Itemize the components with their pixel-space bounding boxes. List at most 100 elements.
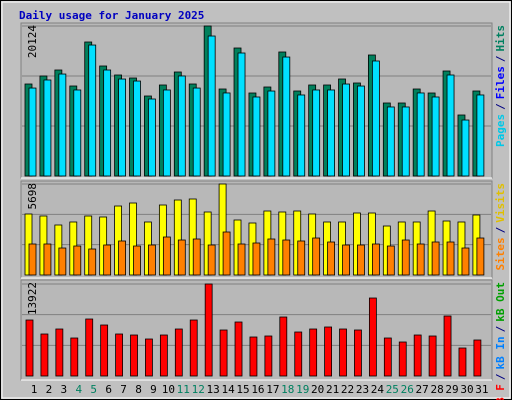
bar (446, 74, 455, 177)
bar (431, 96, 440, 177)
legend-entry: Sites (494, 237, 507, 270)
bar (88, 248, 97, 276)
bar (130, 334, 138, 377)
legend-entry: kB Out (494, 282, 507, 322)
bar (148, 98, 156, 177)
x-tick-label: 11 (177, 383, 190, 396)
legend-entry: Files (494, 66, 507, 99)
x-tick-label: 27 (416, 383, 429, 396)
x-tick-label: 10 (162, 383, 175, 396)
bar (133, 245, 141, 276)
bar (237, 243, 246, 276)
bar (129, 202, 137, 276)
bar (342, 244, 350, 276)
bar (252, 96, 261, 177)
bar (413, 334, 422, 377)
x-tick-label: 20 (311, 383, 324, 396)
bar (159, 334, 168, 377)
x-tick-label: 4 (75, 383, 82, 396)
x-tick-label: 15 (236, 383, 249, 396)
bar (342, 83, 350, 177)
x-tick-label: 30 (460, 383, 473, 396)
bar (401, 239, 410, 276)
bar (118, 78, 126, 177)
x-tick-label: 17 (266, 383, 279, 396)
bar (267, 238, 276, 276)
x-tick-label: 8 (135, 383, 142, 396)
x-tick-label: 1 (31, 383, 38, 396)
bar (114, 205, 122, 276)
bar (218, 183, 227, 276)
bar (162, 236, 171, 276)
bar (43, 79, 52, 177)
bar (43, 243, 52, 276)
legend-entry: Hits (494, 25, 507, 52)
bar (267, 90, 276, 177)
legend-entry: / (494, 103, 507, 110)
bar (145, 338, 153, 377)
x-tick-label: 19 (296, 383, 309, 396)
x-tick-label: 12 (192, 383, 205, 396)
x-tick-label: 26 (401, 383, 414, 396)
bar (398, 341, 407, 377)
bar (73, 89, 82, 177)
bar (222, 92, 231, 177)
bar (28, 87, 37, 177)
bar (282, 56, 291, 177)
bar (88, 44, 97, 177)
bar (70, 337, 79, 377)
bar (353, 212, 361, 276)
bar (100, 324, 109, 377)
x-tick-label: 3 (61, 383, 68, 396)
bar (204, 283, 213, 377)
bar (264, 335, 273, 377)
bar (192, 238, 201, 276)
x-tick-label: 23 (356, 383, 369, 396)
bar (28, 243, 37, 276)
legend-entry: Visits (494, 183, 507, 223)
bar (203, 211, 212, 276)
bar (357, 85, 365, 177)
bar (103, 69, 112, 177)
bar (237, 52, 246, 177)
bar (234, 321, 243, 377)
x-tick-label: 21 (326, 383, 339, 396)
bar (354, 329, 362, 377)
x-tick-label: 28 (430, 383, 443, 396)
x-tick-label: 13 (207, 383, 220, 396)
bar (173, 199, 182, 276)
bar (461, 119, 470, 177)
bar (103, 244, 112, 276)
bar (428, 335, 437, 377)
legend-entry: / (494, 325, 507, 332)
bar (219, 329, 228, 377)
bar (339, 328, 347, 377)
bar (476, 237, 485, 276)
bar (188, 198, 197, 276)
bar (279, 316, 288, 377)
bar (249, 336, 258, 377)
bar (327, 241, 336, 276)
y-tick-label: 5698 (26, 183, 39, 210)
bar (386, 106, 395, 177)
x-tick-label: 31 (475, 383, 488, 396)
bar (297, 94, 306, 177)
x-tick-label: 5 (90, 383, 97, 396)
x-tick-label: 7 (120, 383, 127, 396)
y-tick-label: 20124 (26, 25, 39, 58)
bar (371, 60, 380, 177)
bar (312, 237, 321, 276)
y-tick-label: 13922 (26, 282, 39, 315)
bar (252, 242, 261, 276)
bar (73, 245, 82, 276)
legend-entry: kB In (494, 336, 507, 369)
bar (416, 243, 425, 276)
bar (148, 244, 156, 276)
bar (162, 89, 171, 177)
bar (443, 315, 452, 377)
x-tick-label: 29 (445, 383, 458, 396)
legend: Sites / Visits (494, 183, 507, 271)
legend-entry: kB F (494, 384, 507, 400)
